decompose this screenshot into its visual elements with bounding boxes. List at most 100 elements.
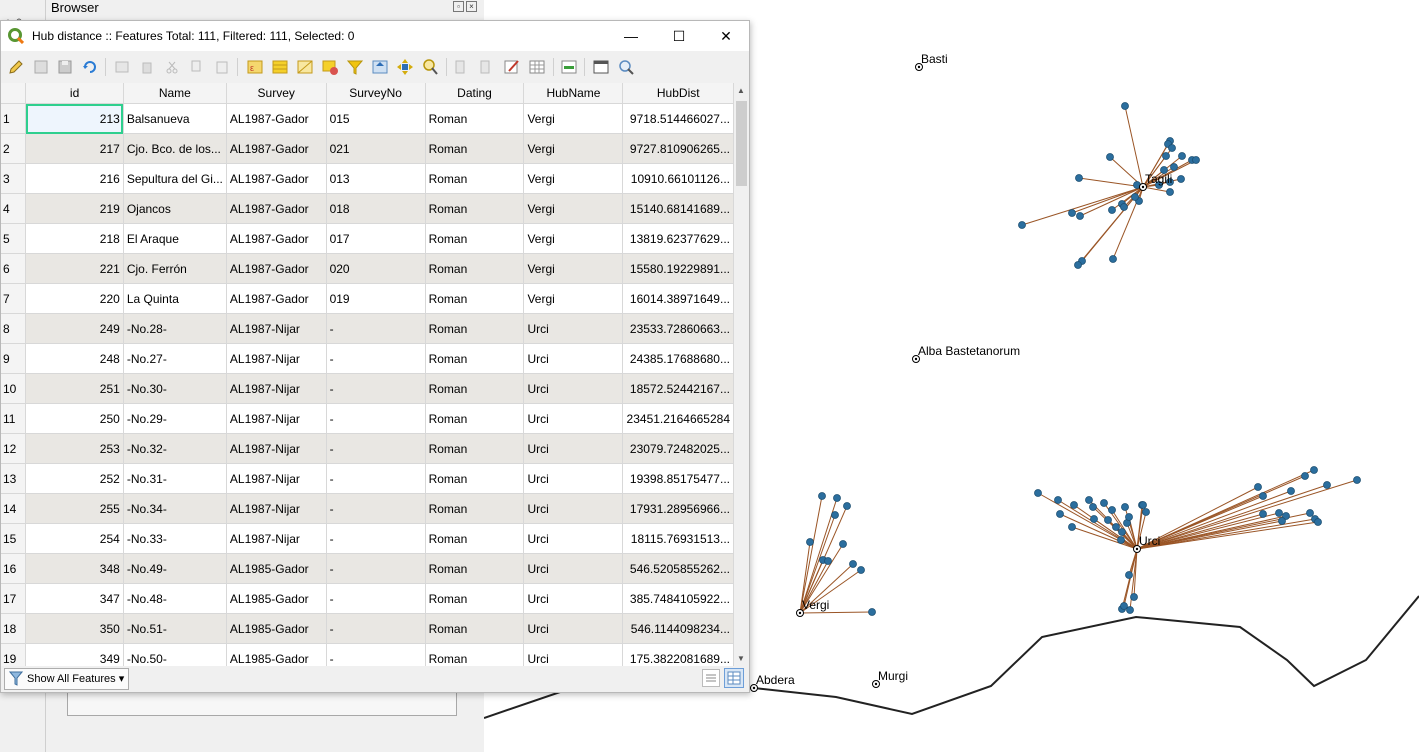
dock-table-icon[interactable] — [592, 58, 610, 76]
cell-dist[interactable]: 24385.17688680... — [622, 343, 734, 374]
cell-dating[interactable]: Roman — [425, 193, 525, 224]
table-row[interactable]: 13 252 -No.31- AL1987-Nijar - Roman Urci 19398.… — [1, 463, 734, 494]
cell-hub[interactable]: Vergi — [523, 193, 624, 224]
cell-dating[interactable]: Roman — [425, 613, 525, 644]
corner-header[interactable] — [1, 83, 27, 104]
row-number[interactable]: 1 — [1, 103, 27, 134]
table-row[interactable]: 17 347 -No.48- AL1985-Gador - Roman Urci 385.74… — [1, 583, 734, 614]
cell-hub[interactable]: Urci — [523, 643, 624, 666]
panel-close-button[interactable]: × — [466, 1, 477, 12]
cell-hub[interactable]: Vergi — [523, 163, 624, 194]
scroll-down-arrow-icon[interactable]: ▼ — [737, 654, 745, 663]
copy-icon[interactable] — [188, 58, 206, 76]
row-number[interactable]: 9 — [1, 343, 27, 374]
select-all-icon[interactable] — [271, 58, 289, 76]
row-number[interactable]: 5 — [1, 223, 27, 254]
cell-id[interactable]: 221 — [25, 253, 124, 284]
cell-survey[interactable]: AL1987-Nijar — [226, 403, 327, 434]
row-number[interactable]: 6 — [1, 253, 27, 284]
cell-dating[interactable]: Roman — [425, 163, 525, 194]
row-number[interactable]: 4 — [1, 193, 27, 224]
vertical-scrollbar[interactable]: ▲ ▼ — [734, 83, 749, 666]
cell-surveyno[interactable]: - — [326, 313, 426, 344]
row-number[interactable]: 19 — [1, 643, 27, 666]
cell-surveyno[interactable]: - — [326, 583, 426, 614]
cell-hub[interactable]: Urci — [523, 463, 624, 494]
cell-dating[interactable]: Roman — [425, 133, 525, 164]
cell-name[interactable]: -No.28- — [123, 313, 227, 344]
cell-survey[interactable]: AL1987-Gador — [226, 193, 327, 224]
save-edits-icon[interactable] — [56, 58, 74, 76]
row-number[interactable]: 14 — [1, 493, 27, 524]
cell-survey[interactable]: AL1987-Nijar — [226, 343, 327, 374]
cell-id[interactable]: 216 — [25, 163, 124, 194]
column-header-name[interactable]: Name — [123, 83, 227, 104]
cell-name[interactable]: Ojancos — [123, 193, 227, 224]
cell-hub[interactable]: Vergi — [523, 283, 624, 314]
cell-surveyno[interactable]: - — [326, 433, 426, 464]
cell-survey[interactable]: AL1987-Gador — [226, 253, 327, 284]
toggle-editing-icon[interactable] — [7, 58, 25, 76]
cell-dating[interactable]: Roman — [425, 583, 525, 614]
cell-surveyno[interactable]: 013 — [326, 163, 426, 194]
cell-dist[interactable]: 175.3822081689... — [622, 643, 734, 666]
minimize-button[interactable]: — — [624, 28, 638, 44]
row-number[interactable]: 17 — [1, 583, 27, 614]
cell-surveyno[interactable]: - — [326, 643, 426, 666]
cell-dating[interactable]: Roman — [425, 283, 525, 314]
cell-id[interactable]: 253 — [25, 433, 124, 464]
cell-dating[interactable]: Roman — [425, 403, 525, 434]
table-row[interactable]: 15 254 -No.33- AL1987-Nijar - Roman Urci 18115.… — [1, 523, 734, 554]
cell-dist[interactable]: 15580.19229891... — [622, 253, 734, 284]
cell-dating[interactable]: Roman — [425, 343, 525, 374]
cell-dist[interactable]: 385.7484105922... — [622, 583, 734, 614]
cell-hub[interactable]: Urci — [523, 313, 624, 344]
cell-dating[interactable]: Roman — [425, 523, 525, 554]
filter-selected-icon[interactable] — [346, 58, 364, 76]
cell-surveyno[interactable]: 019 — [326, 283, 426, 314]
table-row[interactable]: 11 250 -No.29- AL1987-Nijar - Roman Urci 23451.… — [1, 403, 734, 434]
cell-dating[interactable]: Roman — [425, 253, 525, 284]
cell-name[interactable]: -No.50- — [123, 643, 227, 666]
table-row[interactable]: 6 221 Cjo. Ferrón AL1987-Gador 020 Roman Vergi… — [1, 253, 734, 284]
cell-dating[interactable]: Roman — [425, 643, 525, 666]
cut-icon[interactable] — [163, 58, 181, 76]
row-number[interactable]: 8 — [1, 313, 27, 344]
cell-dist[interactable]: 19398.85175477... — [622, 463, 734, 494]
cell-hub[interactable]: Vergi — [523, 223, 624, 254]
cell-hub[interactable]: Urci — [523, 583, 624, 614]
cell-hub[interactable]: Urci — [523, 613, 624, 644]
cell-survey[interactable]: AL1985-Gador — [226, 643, 327, 666]
cell-dating[interactable]: Roman — [425, 433, 525, 464]
cell-surveyno[interactable]: - — [326, 373, 426, 404]
cell-dist[interactable]: 23533.72860663... — [622, 313, 734, 344]
row-number[interactable]: 10 — [1, 373, 27, 404]
form-view-button[interactable] — [702, 669, 720, 687]
cell-id[interactable]: 217 — [25, 133, 124, 164]
cell-name[interactable]: Balsanueva — [123, 103, 227, 134]
cell-id[interactable]: 219 — [25, 193, 124, 224]
zoom-to-selected-icon[interactable] — [421, 58, 439, 76]
cell-dist[interactable]: 18572.52442167... — [622, 373, 734, 404]
invert-selection-icon[interactable] — [296, 58, 314, 76]
cell-surveyno[interactable]: - — [326, 553, 426, 584]
cell-hub[interactable]: Vergi — [523, 133, 624, 164]
cell-id[interactable]: 349 — [25, 643, 124, 666]
cell-name[interactable]: -No.27- — [123, 343, 227, 374]
cell-dating[interactable]: Roman — [425, 103, 525, 134]
cell-name[interactable]: La Quinta — [123, 283, 227, 314]
cell-surveyno[interactable]: - — [326, 343, 426, 374]
cell-hub[interactable]: Vergi — [523, 103, 624, 134]
cell-dist[interactable]: 23079.72482025... — [622, 433, 734, 464]
new-field-icon[interactable] — [453, 58, 471, 76]
table-row[interactable]: 12 253 -No.32- AL1987-Nijar - Roman Urci 23079.… — [1, 433, 734, 464]
cell-id[interactable]: 255 — [25, 493, 124, 524]
reload-icon[interactable] — [81, 58, 99, 76]
row-number[interactable]: 18 — [1, 613, 27, 644]
cell-dist[interactable]: 23451.2164665284 — [622, 403, 734, 434]
cell-dist[interactable]: 16014.38971649... — [622, 283, 734, 314]
cell-name[interactable]: -No.29- — [123, 403, 227, 434]
column-header-hubdist[interactable]: HubDist — [622, 83, 734, 104]
cell-name[interactable]: -No.31- — [123, 463, 227, 494]
